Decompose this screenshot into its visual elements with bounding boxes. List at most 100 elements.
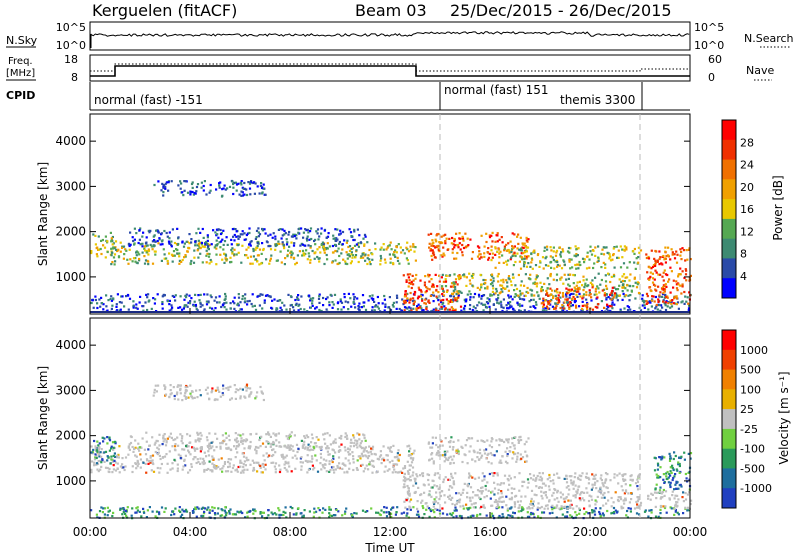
heat-cell bbox=[422, 475, 424, 477]
heat-cell bbox=[577, 288, 579, 290]
heat-cell bbox=[637, 498, 639, 500]
heat-cell bbox=[677, 498, 679, 500]
heat-cell bbox=[311, 458, 313, 460]
heat-cell bbox=[325, 460, 327, 462]
heat-cell bbox=[408, 450, 410, 452]
heat-cell bbox=[403, 302, 405, 304]
heat-cell bbox=[177, 398, 179, 400]
heat-cell bbox=[204, 308, 206, 310]
heat-cell bbox=[678, 308, 680, 310]
heat-cell bbox=[287, 294, 289, 296]
heat-cell bbox=[222, 388, 224, 390]
heat-cell bbox=[98, 453, 100, 455]
heat-cell bbox=[308, 252, 310, 254]
heat-cell bbox=[433, 295, 435, 297]
heat-cell bbox=[176, 249, 178, 251]
heat-cell bbox=[134, 228, 136, 230]
heat-cell bbox=[165, 257, 167, 259]
heat-cell bbox=[491, 274, 493, 276]
heat-cell bbox=[555, 507, 557, 509]
heat-cell bbox=[198, 433, 200, 435]
heat-cell bbox=[110, 456, 112, 458]
heat-cell bbox=[132, 236, 134, 238]
heat-cell bbox=[397, 257, 399, 259]
heat-cell bbox=[284, 463, 286, 465]
colorbar-tick: 4 bbox=[740, 270, 747, 283]
heat-cell bbox=[498, 444, 500, 446]
heat-cell bbox=[569, 267, 571, 269]
heat-cell bbox=[153, 184, 155, 186]
heat-cell bbox=[171, 462, 173, 464]
heat-cell bbox=[428, 299, 430, 301]
heat-cell bbox=[657, 260, 659, 262]
heat-cell bbox=[295, 514, 297, 516]
heat-cell bbox=[565, 288, 567, 290]
heat-cell bbox=[526, 460, 528, 462]
heat-cell bbox=[509, 305, 511, 307]
heat-cell bbox=[393, 251, 395, 253]
heat-cell bbox=[364, 254, 366, 256]
heat-cell bbox=[116, 455, 118, 457]
heat-cell bbox=[224, 293, 226, 295]
heat-cell bbox=[575, 307, 577, 309]
heat-cell bbox=[513, 289, 515, 291]
heat-cell bbox=[227, 244, 229, 246]
heat-cell bbox=[469, 299, 471, 301]
heat-cell bbox=[307, 449, 309, 451]
heat-cell bbox=[196, 448, 198, 450]
heat-cell bbox=[585, 294, 587, 296]
heat-cell bbox=[625, 483, 627, 485]
heat-cell bbox=[604, 292, 606, 294]
heat-cell bbox=[549, 512, 551, 514]
heat-cell bbox=[192, 458, 194, 460]
heat-cell bbox=[307, 447, 309, 449]
heat-cell bbox=[144, 249, 146, 251]
heat-cell bbox=[526, 239, 528, 241]
heat-cell bbox=[617, 288, 619, 290]
heat-cell bbox=[598, 291, 600, 293]
heat-cell bbox=[118, 445, 120, 447]
heat-cell bbox=[492, 277, 494, 279]
heat-cell bbox=[454, 507, 456, 509]
heat-cell bbox=[93, 464, 95, 466]
heat-cell bbox=[249, 511, 251, 513]
heat-cell bbox=[467, 483, 469, 485]
heat-cell bbox=[530, 513, 532, 515]
heat-cell bbox=[146, 236, 148, 238]
heat-cell bbox=[508, 275, 510, 277]
heat-cell bbox=[656, 304, 658, 306]
heat-cell bbox=[631, 290, 633, 292]
heat-cell bbox=[355, 249, 357, 251]
heat-cell bbox=[479, 452, 481, 454]
heat-cell bbox=[178, 252, 180, 254]
heat-cell bbox=[642, 294, 644, 296]
heat-cell bbox=[550, 246, 552, 248]
heat-cell bbox=[415, 482, 417, 484]
heat-cell bbox=[687, 296, 689, 298]
heat-cell bbox=[458, 277, 460, 279]
heat-cell bbox=[372, 306, 374, 308]
heat-cell bbox=[501, 440, 503, 442]
heat-cell bbox=[490, 498, 492, 500]
heat-cell bbox=[580, 475, 582, 477]
heat-cell bbox=[334, 451, 336, 453]
heat-cell bbox=[523, 481, 525, 483]
heat-cell bbox=[353, 298, 355, 300]
heat-cell bbox=[566, 302, 568, 304]
heat-cell bbox=[104, 513, 106, 515]
heat-cell bbox=[362, 254, 364, 256]
heat-cell bbox=[275, 471, 277, 473]
heat-cell bbox=[516, 236, 518, 238]
heat-cell bbox=[131, 471, 133, 473]
heat-cell bbox=[316, 445, 318, 447]
heat-cell bbox=[303, 515, 305, 517]
heat-cell bbox=[543, 283, 545, 285]
heat-cell bbox=[211, 391, 213, 393]
heat-cell bbox=[92, 299, 94, 301]
heat-cell bbox=[365, 309, 367, 311]
heat-cell bbox=[397, 260, 399, 262]
heat-cell bbox=[585, 487, 587, 489]
heat-cell bbox=[498, 489, 500, 491]
heat-cell bbox=[654, 300, 656, 302]
heat-cell bbox=[410, 457, 412, 459]
